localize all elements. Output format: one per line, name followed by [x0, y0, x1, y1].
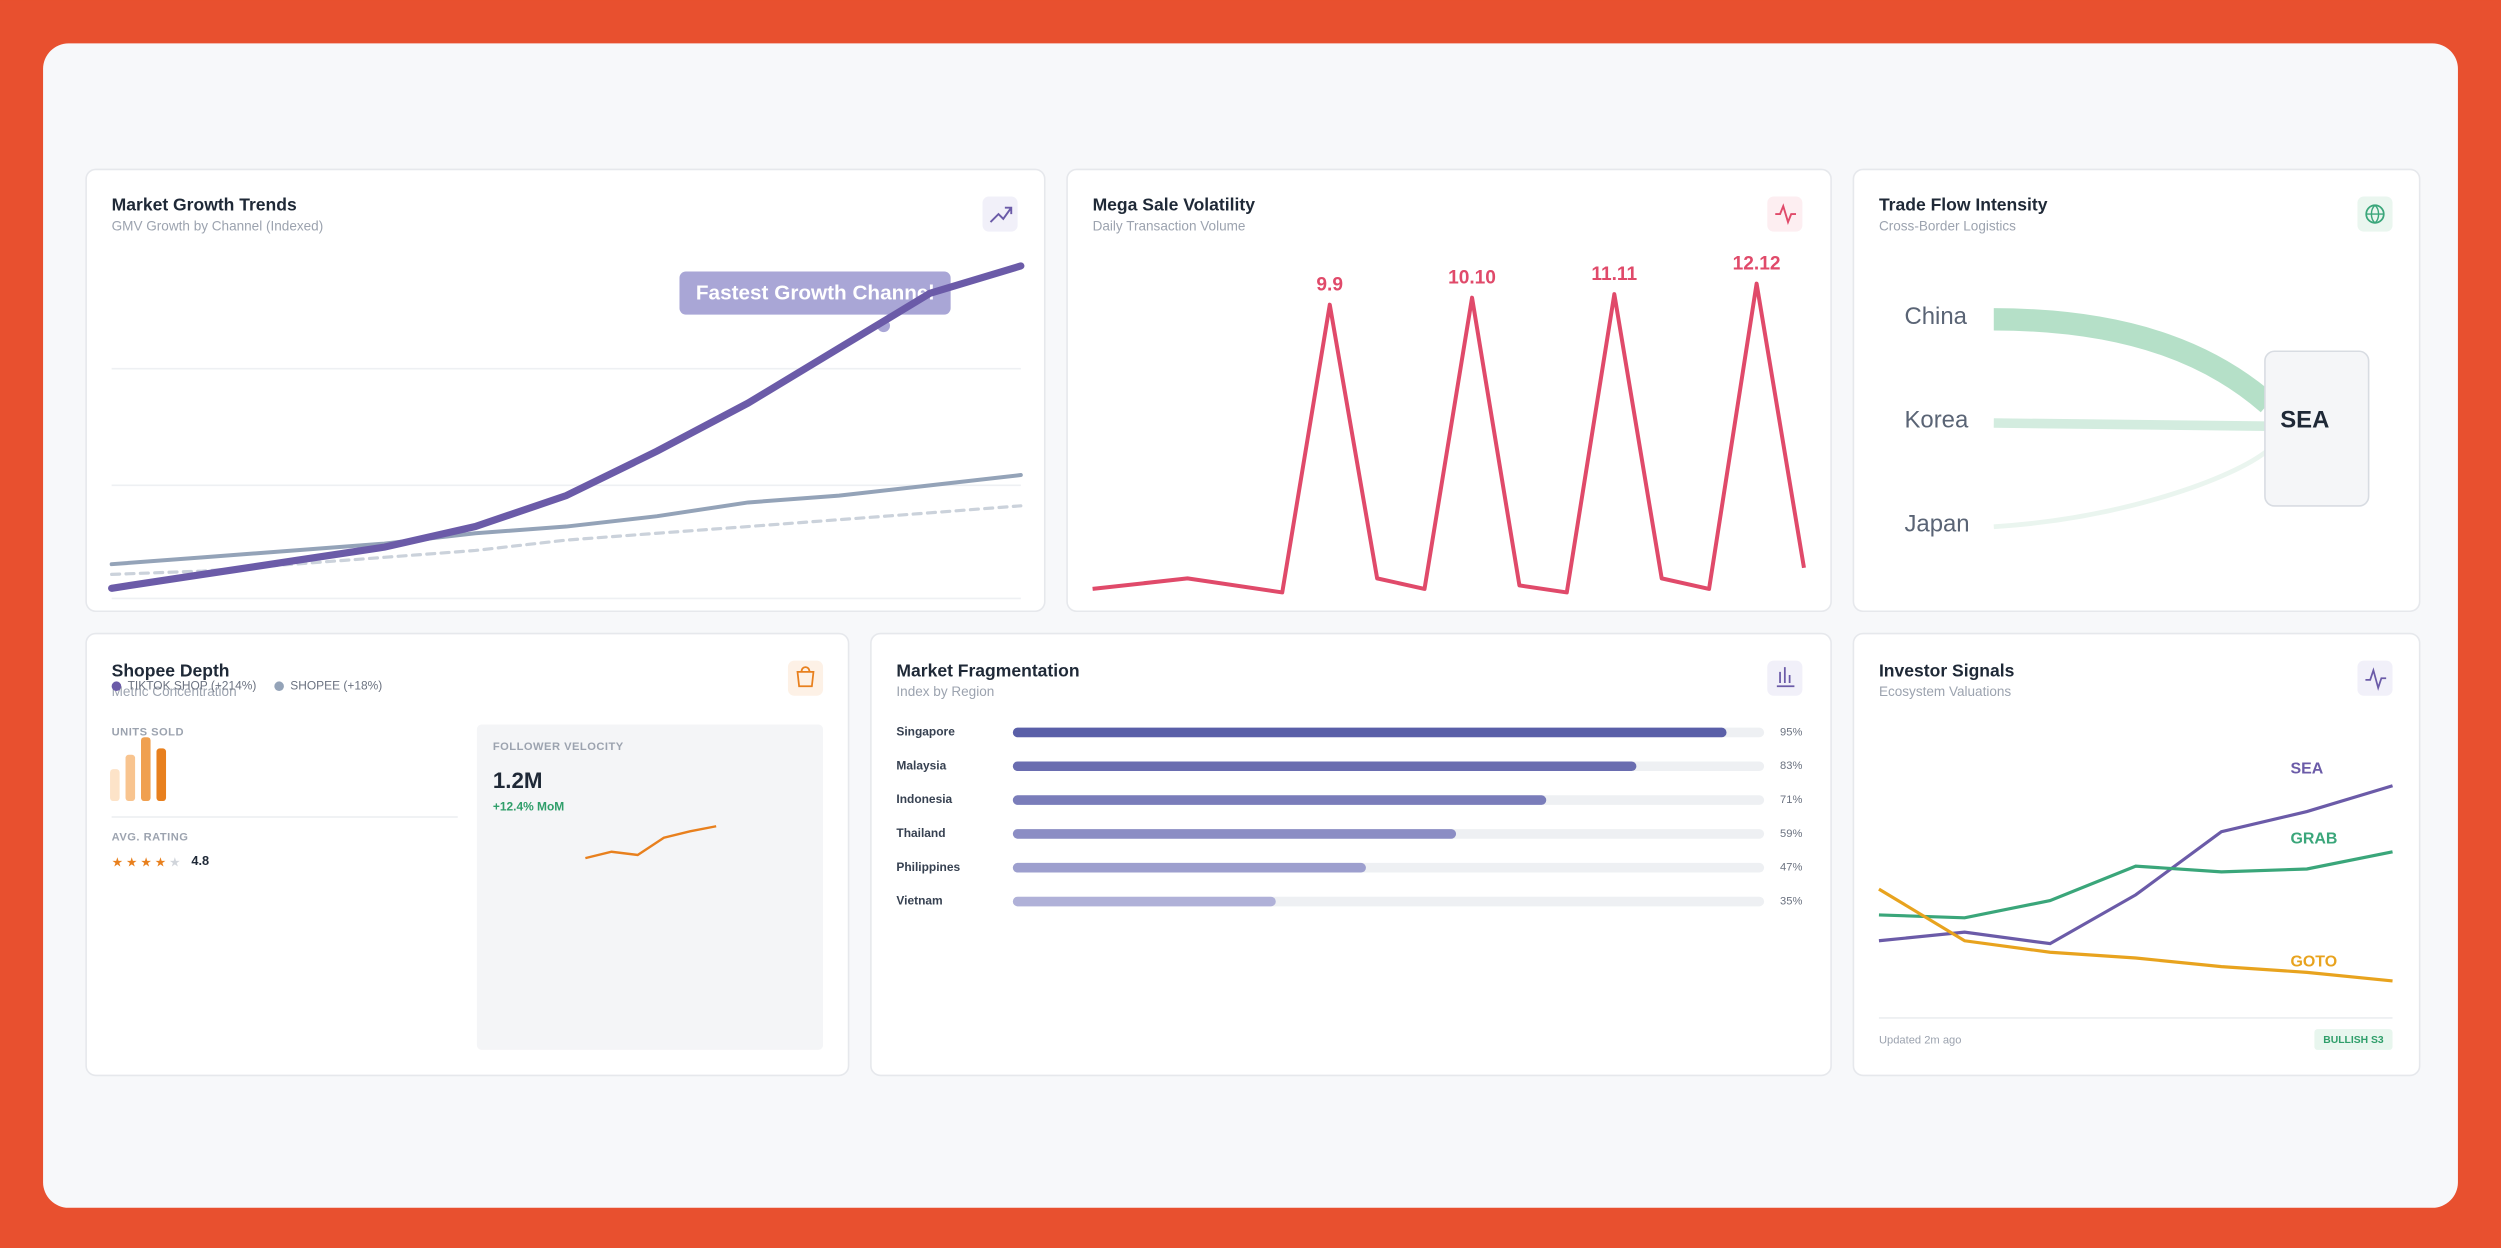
icon-glyph — [2365, 667, 2387, 691]
category-label: Vietnam — [896, 894, 942, 908]
card-title: Market Fragmentation — [896, 660, 1079, 680]
card — [85, 168, 1046, 613]
category-label: Singapore — [896, 725, 955, 739]
bar — [156, 748, 167, 802]
updated: Updated 2m ago — [1879, 1034, 1961, 1046]
flow — [1993, 448, 2270, 530]
bar — [110, 769, 120, 802]
value-label: 59% — [1780, 828, 1802, 840]
card — [1852, 632, 2421, 1077]
target-node — [2264, 350, 2370, 507]
star: ★ — [112, 855, 123, 870]
card-title: Investor Signals — [1879, 660, 2015, 680]
legend-marker — [111, 681, 122, 691]
metric-label: FOLLOWER VELOCITY — [493, 741, 624, 753]
icon-glyph — [989, 206, 1013, 223]
icons — [787, 196, 2393, 696]
card — [870, 632, 1832, 1077]
star: ★ — [140, 855, 151, 870]
value-label: 71% — [1780, 794, 1802, 806]
peak-label: 9.9 — [1316, 275, 1343, 296]
velocity-panel — [476, 724, 824, 1050]
card-title: Shopee Depth — [112, 660, 230, 680]
target-label: SEA — [2280, 407, 2329, 434]
line — [1878, 887, 2393, 983]
annotation: Fastest Growth Channel — [696, 281, 934, 304]
star: ★ — [126, 855, 137, 870]
value-label: 83% — [1780, 760, 1802, 772]
rating-value: 4.8 — [191, 853, 209, 868]
badge — [2314, 1029, 2393, 1050]
card-subtitle: Daily Transaction Volume — [1093, 218, 1246, 233]
icon-glyph — [1775, 203, 1796, 225]
series-label: GOTO — [2290, 953, 2337, 970]
category-label: Thailand — [896, 826, 945, 840]
icon-bag[interactable] — [787, 660, 824, 696]
bar — [141, 737, 151, 802]
card-title: Trade Flow Intensity — [1879, 195, 2048, 215]
source-label: China — [1904, 303, 1967, 330]
bar — [125, 754, 136, 802]
metric-value: 1.2M — [493, 768, 543, 793]
bar — [1012, 862, 1366, 873]
series-label: SEA — [2290, 760, 2323, 777]
legend-label: TIKTOK SHOP (+214%) — [128, 678, 257, 692]
line — [108, 262, 1025, 592]
metric-change: +12.4% MoM — [493, 800, 564, 814]
card-title: Market Growth Trends — [112, 195, 297, 215]
annotation-box — [679, 271, 951, 315]
legend-marker — [274, 681, 284, 691]
card-subtitle: Metric Concentration — [112, 684, 237, 699]
icon-glyph — [796, 666, 815, 688]
line — [1092, 281, 1806, 595]
card-subtitle: Ecosystem Valuations — [1879, 684, 2011, 699]
category-label: Philippines — [896, 860, 960, 874]
metric-label: AVG. RATING — [112, 832, 189, 844]
category-label: Malaysia — [896, 758, 946, 772]
stars: ★ ★ ★ ★ ★ — [112, 855, 181, 870]
badge-text: BULLISH S3 — [2323, 1035, 2384, 1046]
flow — [1993, 308, 2276, 413]
source-label: Korea — [1904, 407, 1968, 434]
legend-label: SHOPEE (+18%) — [290, 678, 382, 692]
icon-glyph — [1776, 667, 1795, 688]
star: ★ — [155, 855, 166, 870]
card-subtitle: Index by Region — [896, 684, 994, 699]
card-subtitle: GMV Growth by Channel (Indexed) — [112, 218, 324, 233]
sparkline — [585, 825, 717, 860]
value-label: 35% — [1780, 895, 1802, 907]
peak-label: 11.11 — [1591, 264, 1637, 285]
value-label: 95% — [1780, 726, 1802, 738]
peak-label: 10.10 — [1448, 268, 1496, 289]
peak-label: 12.12 — [1733, 254, 1781, 275]
bar — [1012, 761, 1637, 772]
line — [1878, 784, 2393, 946]
metric-label: UNITS SOLD — [112, 726, 184, 738]
icon-glyph — [2366, 204, 2384, 224]
value-label: 47% — [1780, 862, 1802, 874]
line — [1878, 850, 2393, 920]
card-subtitle: Cross-Border Logistics — [1879, 218, 2016, 233]
star: ★ — [169, 855, 180, 870]
source-label: Japan — [1904, 510, 1969, 537]
series-label: GRAB — [2290, 831, 2337, 848]
bar — [1012, 896, 1276, 907]
bar — [1012, 795, 1547, 805]
icon-trend[interactable] — [982, 196, 1018, 232]
bar — [1012, 829, 1457, 839]
card — [1066, 168, 1832, 613]
category-label: Indonesia — [896, 792, 952, 806]
card-title: Mega Sale Volatility — [1093, 195, 1256, 215]
flow — [1993, 418, 2269, 432]
line — [109, 473, 1023, 567]
bar — [1012, 727, 1727, 738]
